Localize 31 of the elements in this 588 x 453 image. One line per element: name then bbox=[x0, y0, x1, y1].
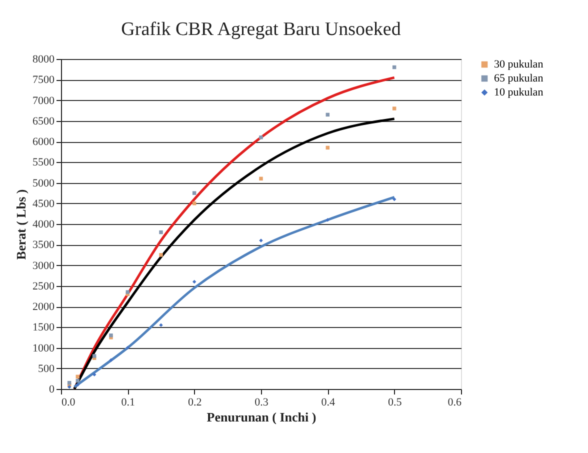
legend-label: 10 pukulan bbox=[494, 86, 544, 98]
line-series bbox=[73, 196, 396, 388]
y-tick-label: 4500 bbox=[32, 198, 55, 210]
y-tick-label: 3000 bbox=[32, 260, 55, 272]
y-tick-label: 4000 bbox=[32, 218, 55, 230]
y-tick-label: 3500 bbox=[32, 239, 55, 252]
legend-label: 65 pukulan bbox=[494, 72, 544, 84]
y-tick-label: 7500 bbox=[32, 74, 55, 86]
x-tick-label: 0.4 bbox=[321, 396, 336, 408]
y-tick-label: 7000 bbox=[32, 94, 55, 107]
x-tick-label: 0.0 bbox=[62, 396, 76, 408]
y-tick-label: 2500 bbox=[32, 280, 55, 292]
y-tick-label: 8000 bbox=[32, 54, 55, 66]
y-tick-label: 1500 bbox=[32, 322, 55, 334]
y-tick-label: 0 bbox=[49, 384, 55, 396]
x-tick-label: 0.2 bbox=[188, 396, 202, 408]
x-axis-title: Penurunan ( Inchi ) bbox=[206, 410, 316, 424]
x-tick-label: 0.3 bbox=[254, 396, 269, 408]
y-tick-label: 500 bbox=[38, 362, 55, 375]
y-tick-label: 5000 bbox=[32, 177, 55, 190]
y-tick-label: 6500 bbox=[32, 115, 55, 128]
x-tick-label: 0.5 bbox=[388, 396, 402, 408]
y-axis-title: Berat ( Lbs ) bbox=[14, 189, 28, 260]
y-tick-label: 5500 bbox=[32, 156, 55, 169]
y-tick-label: 1000 bbox=[32, 342, 55, 354]
y-tick-label: 2000 bbox=[32, 301, 55, 313]
legend-label: 30 pukulan bbox=[494, 58, 544, 70]
chart-title: Grafik CBR Agregat Baru Unsoeked bbox=[121, 19, 402, 40]
y-tick-label: 6000 bbox=[32, 136, 55, 148]
x-tick-label: 0.6 bbox=[448, 396, 462, 408]
x-tick-label: 0.1 bbox=[121, 396, 136, 408]
